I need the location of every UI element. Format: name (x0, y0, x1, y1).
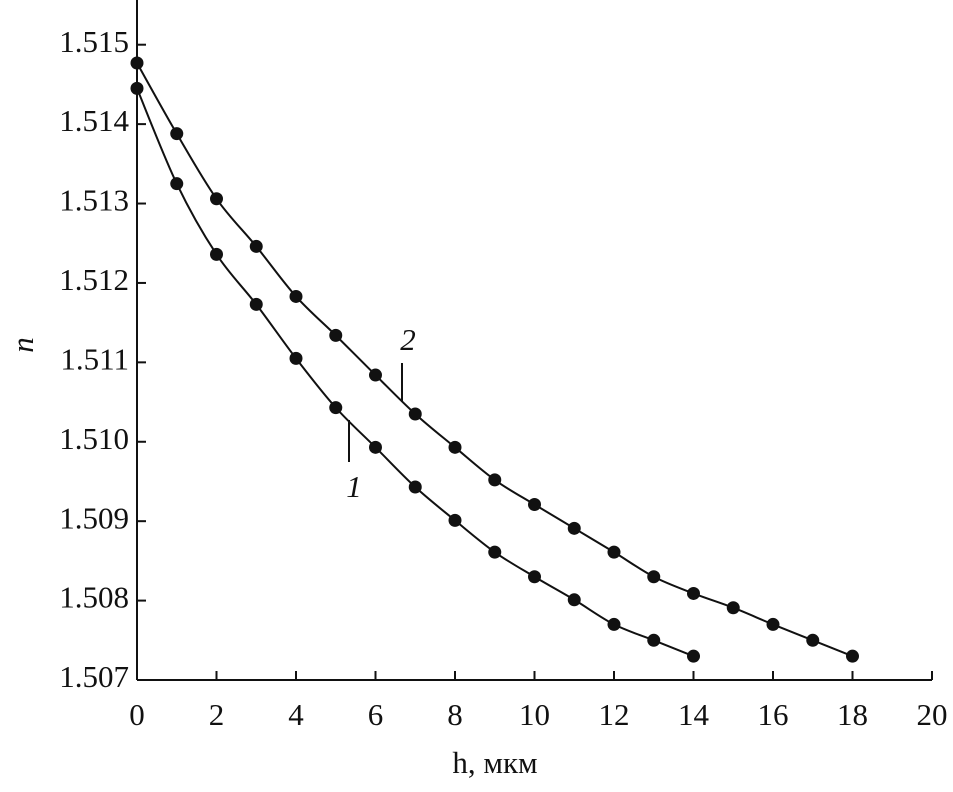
data-point (806, 633, 820, 647)
y-tick-label: 1.514 (59, 103, 129, 138)
data-point (289, 289, 303, 303)
data-point (130, 56, 144, 70)
x-tick-label: 2 (209, 697, 225, 732)
x-tick-label: 14 (678, 697, 710, 732)
x-tick-label: 6 (368, 697, 384, 732)
x-tick-label: 0 (129, 697, 145, 732)
data-point (130, 81, 144, 95)
x-tick-label: 18 (837, 697, 868, 732)
data-point (369, 368, 382, 382)
data-point (448, 440, 462, 454)
y-tick-label: 1.509 (59, 500, 129, 535)
y-tick-label: 1.512 (59, 262, 129, 297)
x-tick-label: 12 (599, 697, 630, 732)
data-point (488, 545, 502, 559)
data-point (846, 649, 859, 663)
data-point (408, 480, 422, 494)
data-point (607, 545, 621, 559)
data-point (210, 192, 223, 206)
data-point (647, 570, 661, 584)
series-line (136, 62, 853, 658)
y-tick-label: 1.515 (59, 24, 129, 59)
y-tick-label: 1.513 (59, 183, 129, 218)
y-axis-label: n (5, 337, 40, 353)
data-point (528, 498, 541, 511)
data-point (170, 127, 184, 141)
data-point (369, 440, 382, 454)
x-axis-label: h, мкм (452, 745, 537, 780)
data-point (567, 521, 581, 535)
data-point (210, 247, 223, 261)
data-point (687, 586, 700, 600)
x-tick-label: 16 (758, 697, 789, 732)
data-point (289, 351, 303, 365)
x-tick-label: 8 (447, 697, 463, 732)
series-line (136, 87, 694, 658)
y-tick-label: 1.510 (59, 421, 129, 456)
y-tick-label: 1.508 (59, 580, 129, 615)
series-label: 1 (346, 469, 362, 504)
data-point (249, 239, 263, 253)
data-point (329, 328, 343, 342)
data-point (687, 649, 700, 663)
x-tick-label: 20 (917, 697, 948, 732)
data-point (726, 601, 740, 615)
y-tick-label: 1.511 (60, 341, 129, 376)
data-point (170, 177, 184, 191)
data-point (448, 513, 462, 527)
data-point (329, 401, 343, 415)
data-point (528, 570, 541, 584)
data-point (488, 473, 502, 487)
x-tick-label: 4 (288, 697, 304, 732)
x-tick-label: 10 (519, 697, 550, 732)
series-label: 2 (400, 322, 416, 357)
data-point (607, 617, 621, 631)
data-point (766, 617, 780, 631)
data-point (567, 593, 581, 607)
data-point (647, 633, 661, 647)
data-point (249, 297, 263, 311)
y-tick-label: 1.507 (59, 659, 129, 694)
data-point (408, 407, 422, 421)
